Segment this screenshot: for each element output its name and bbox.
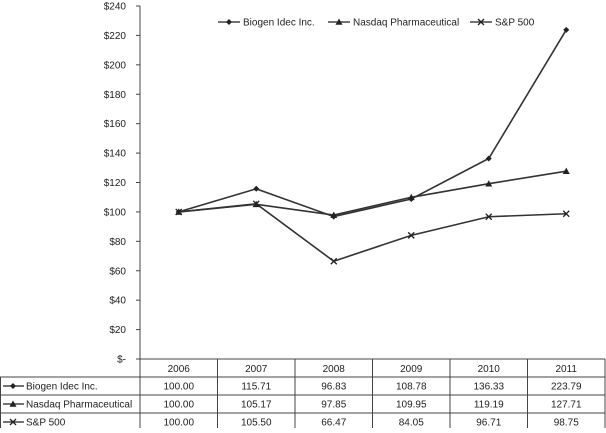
data-point xyxy=(562,210,570,218)
table-series-name: Biogen Idec Inc. xyxy=(26,382,98,393)
legend-label: Biogen Idec Inc. xyxy=(243,18,315,29)
x-category-label: 2009 xyxy=(400,364,423,375)
table-value-cell: 96.83 xyxy=(321,382,346,393)
y-tick-label: $80 xyxy=(109,237,126,248)
y-axis: $- $20 $40 $60 $80 $100 $120 $140 $160 $180 $200 $2… xyxy=(104,2,141,366)
y-tick-label: $140 xyxy=(104,149,127,160)
y-tick-label: $60 xyxy=(109,266,126,277)
table-value-cell: 100.00 xyxy=(163,382,194,393)
data-point xyxy=(253,185,260,192)
table-value-cell: 100.00 xyxy=(163,400,194,411)
table-value-cell: 100.00 xyxy=(163,418,194,429)
x-category-label: 2010 xyxy=(478,364,501,375)
data-point xyxy=(562,167,570,174)
legend: Biogen Idec Inc. Nasdaq Pharmaceutical S&P… xyxy=(218,18,535,29)
table-value-cell: 97.85 xyxy=(321,400,346,411)
x-category-label: 2008 xyxy=(323,364,346,375)
data-point xyxy=(485,155,492,162)
table-value-cell: 109.95 xyxy=(396,400,427,411)
data-point xyxy=(563,26,570,33)
table-value-cell: 105.50 xyxy=(241,418,272,429)
data-point xyxy=(407,231,415,239)
legend-key-marker xyxy=(335,18,343,25)
table-value-cell: 223.79 xyxy=(551,382,582,393)
data-point-stroke-2 xyxy=(562,210,570,218)
legend-label: S&P 500 xyxy=(495,18,535,29)
series-line xyxy=(178,202,567,263)
legend-key-marker xyxy=(477,18,485,26)
table-series-key-marker xyxy=(9,400,17,407)
data-point xyxy=(330,211,338,218)
y-tick-label: $100 xyxy=(104,207,127,218)
x-category-label: 2011 xyxy=(555,364,577,375)
y-tick-label: $160 xyxy=(104,119,127,130)
plot-series xyxy=(175,26,570,265)
table-value-cell: 119.19 xyxy=(474,400,504,411)
table-value-cell: 66.47 xyxy=(321,418,346,429)
table-value-cell: 136.33 xyxy=(473,382,504,393)
table-value-cell: 127.71 xyxy=(551,400,582,411)
legend-label: Nasdaq Pharmaceutical xyxy=(353,18,459,29)
table-value-cell: 98.75 xyxy=(554,418,579,429)
data-point xyxy=(252,200,260,208)
y-tick-label: $40 xyxy=(109,296,126,307)
y-tick-label: $120 xyxy=(104,178,127,189)
data-point xyxy=(485,213,493,221)
table-value-cell: 108.78 xyxy=(396,382,427,393)
legend-key-marker xyxy=(226,19,232,25)
table-value-cell: 84.05 xyxy=(399,418,424,429)
table-series-key-marker xyxy=(10,383,16,389)
table-value-cell: 105.17 xyxy=(241,400,272,411)
data-point-stroke-2 xyxy=(252,200,260,208)
x-category-label: 2006 xyxy=(168,364,191,375)
table-value-cell: 96.71 xyxy=(476,418,501,429)
table-value-cell: 115.71 xyxy=(241,382,271,393)
table-series-name: S&P 500 xyxy=(26,418,66,429)
legend-key-marker-stroke-2 xyxy=(477,18,485,26)
y-tick-label: $220 xyxy=(104,31,127,42)
data-point xyxy=(175,208,183,216)
data-point-stroke-2 xyxy=(175,208,183,216)
data-point-stroke-2 xyxy=(330,257,338,265)
data-point-stroke-2 xyxy=(485,213,493,221)
data-point xyxy=(407,193,415,201)
series-line xyxy=(178,29,567,218)
data-point xyxy=(485,180,493,187)
y-tick-label: $20 xyxy=(109,325,126,336)
data-point-stroke-2 xyxy=(407,231,415,239)
y-tick-label: $- xyxy=(117,355,126,366)
y-tick-label: $240 xyxy=(104,2,127,13)
y-tick-label: $180 xyxy=(104,90,127,101)
y-tick-label: $200 xyxy=(104,60,127,71)
data-table: 2006 2007 2008 2009 2010 2011 Biogen Idec Inc.… xyxy=(0,358,606,432)
x-category-label: 2007 xyxy=(245,364,268,375)
table-series-key-marker xyxy=(9,418,17,426)
data-point xyxy=(330,257,338,265)
table-series-key-marker-stroke-2 xyxy=(9,418,17,426)
table-series-name: Nasdaq Pharmaceutical xyxy=(26,400,132,411)
